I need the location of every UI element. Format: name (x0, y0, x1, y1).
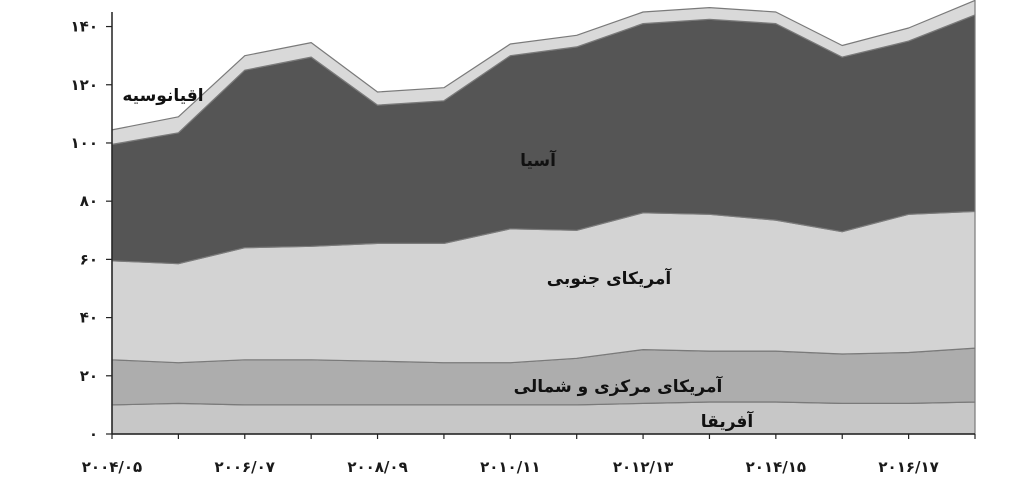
x-tick-label: ۲۰۰۶/۰۷ (215, 458, 275, 476)
area-series-5 (111, 0, 976, 145)
y-tick-label: ۶۰ (80, 250, 98, 268)
y-tick-label: ۸۰ (80, 192, 98, 210)
y-tick-label: ۴۰ (80, 309, 98, 327)
tick-labels: ۰ ۲۰ ۴۰ ۶۰ ۸۰ ۱۰۰ ۱۲۰ ۱۴۰ ۲۰۰۴/۰۵ ۲۰۰۶/۰۷ ۲۰۰۸/۰۹ ۲… (71, 18, 976, 476)
axes (111, 12, 975, 435)
x-tick-label: ۲۰۱۲/۱۳ (613, 458, 673, 476)
x-tick-label: ۲۰۰۴/۰۵ (82, 458, 142, 476)
series-label-3: آمریکای جنوبی (547, 267, 673, 289)
x-tick-label: ۲۰۱۴/۱۵ (746, 458, 806, 476)
series-label-4: آسیا (520, 149, 557, 171)
y-tick-label: ۱۲۰ (71, 76, 98, 94)
y-tick-label: ۰ (89, 425, 98, 443)
series-label-2: آمریکای مرکزی و شمالی (514, 375, 724, 397)
x-tick-label: ۲۰۱۶/۱۷ (878, 458, 938, 476)
area-layers (111, 0, 976, 435)
y-tick-label: ۲۰ (80, 367, 98, 385)
y-tick-label: ۱۴۰ (71, 18, 98, 36)
y-tick-label: ۱۰۰ (71, 134, 98, 152)
series-labels: آفریقا آمریکای مرکزی و شمالی آمریکای جنوبی… (122, 86, 754, 432)
x-tick-label: ۲۰۰۸/۰۹ (347, 458, 407, 476)
area-series-1 (111, 401, 976, 435)
series-label-5: اقیانوسیه (122, 86, 203, 106)
x-tick-label: ۲۰۱۰/۱۱ (480, 458, 540, 476)
series-label-1: آفریقا (701, 410, 755, 432)
